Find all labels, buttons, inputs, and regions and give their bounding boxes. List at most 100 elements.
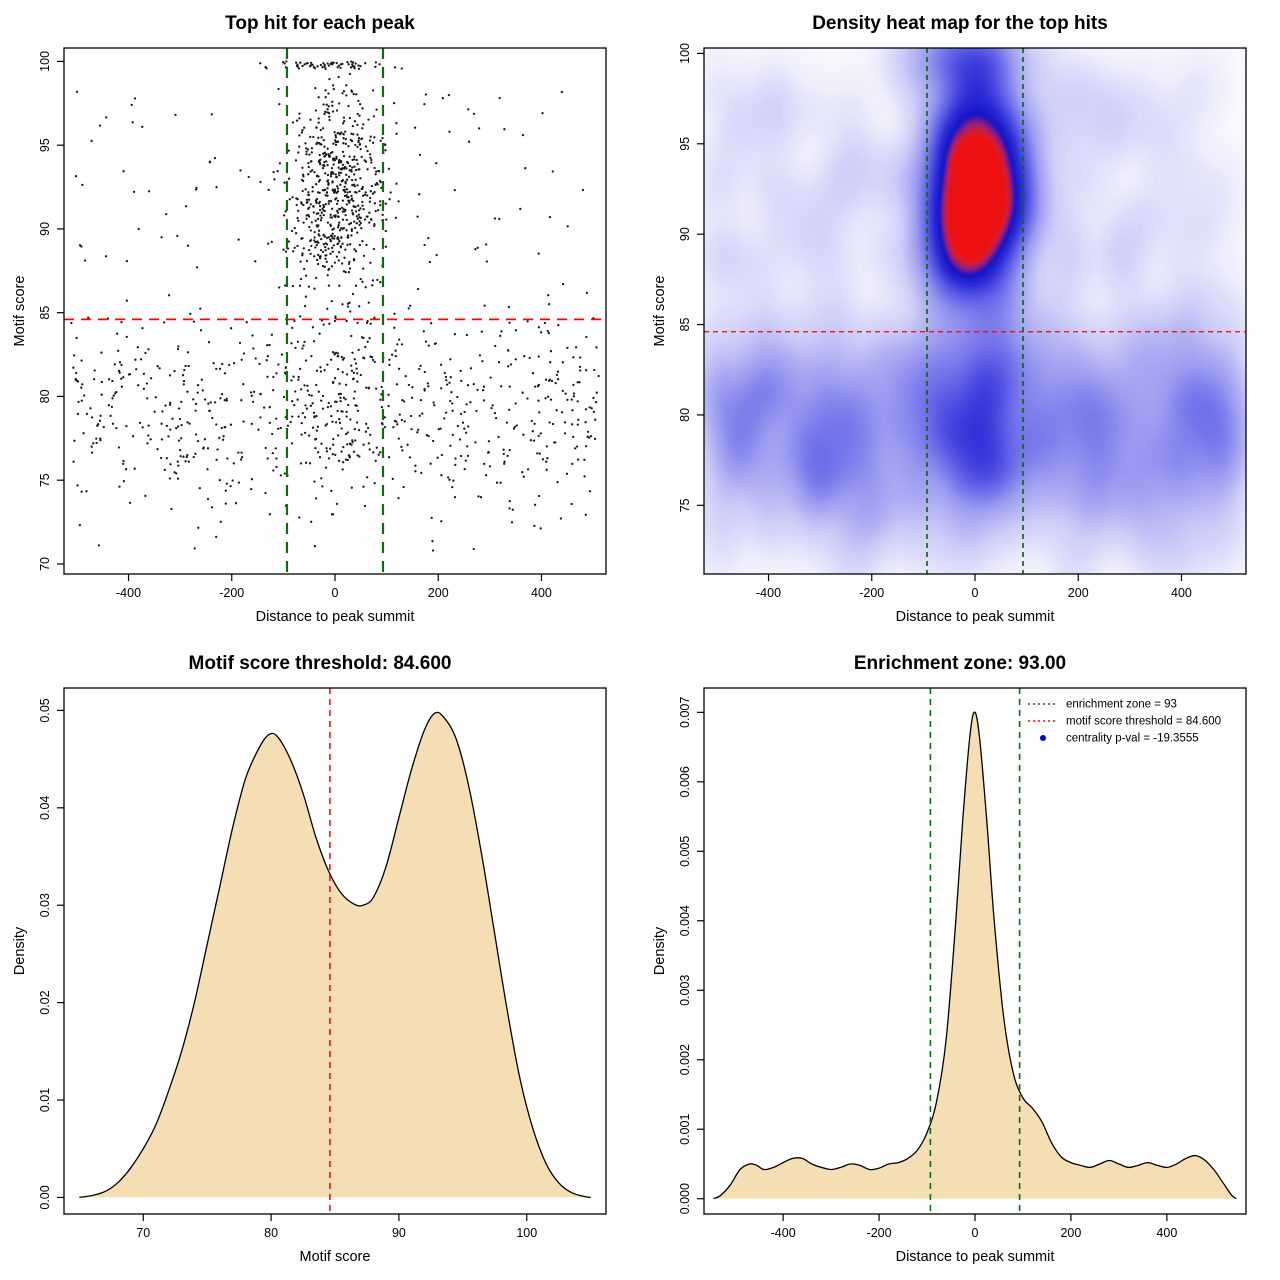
x-axis-tick-label: 90: [392, 1226, 406, 1240]
data-point: [231, 479, 234, 482]
data-point: [239, 169, 242, 172]
data-point: [565, 472, 569, 475]
data-point: [266, 344, 269, 347]
data-point: [315, 276, 318, 280]
data-point: [125, 335, 128, 339]
data-point: [275, 372, 278, 375]
data-point: [392, 425, 395, 429]
data-point: [268, 421, 271, 425]
data-point: [434, 342, 437, 345]
data-point: [533, 422, 536, 425]
data-point: [431, 540, 434, 543]
data-point: [334, 315, 337, 318]
data-point: [323, 188, 326, 192]
data-point: [347, 175, 351, 178]
data-point: [549, 361, 552, 364]
data-point: [337, 166, 340, 169]
data-point: [335, 255, 339, 258]
data-point: [359, 177, 362, 180]
data-point: [344, 398, 347, 401]
data-point: [546, 457, 549, 460]
data-point: [305, 150, 308, 153]
data-point: [142, 387, 146, 390]
data-point: [146, 397, 149, 400]
data-point: [476, 246, 479, 249]
y-axis-tick-label: 85: [38, 306, 52, 320]
data-point: [406, 443, 409, 446]
data-point: [291, 121, 295, 124]
data-point: [305, 259, 309, 263]
data-point: [347, 104, 350, 108]
data-point: [184, 460, 187, 463]
data-point: [323, 265, 326, 268]
data-point: [341, 242, 344, 245]
data-point: [423, 370, 426, 374]
data-point: [283, 472, 286, 475]
plot-box: [703, 47, 1247, 575]
data-point: [87, 316, 90, 319]
data-point: [459, 454, 463, 458]
data-point: [546, 329, 549, 333]
data-point: [354, 362, 358, 365]
data-point: [294, 390, 297, 393]
data-point: [371, 284, 374, 287]
data-point: [346, 458, 349, 462]
data-point: [213, 401, 217, 404]
data-point: [302, 344, 305, 347]
x-axis-label: Distance to peak summit: [896, 609, 1055, 625]
data-point: [168, 374, 172, 377]
data-point: [341, 62, 344, 66]
data-point: [135, 368, 138, 371]
data-point: [363, 504, 367, 508]
data-point: [391, 477, 394, 481]
data-point: [361, 280, 364, 283]
data-point: [316, 65, 319, 68]
data-point: [271, 451, 274, 455]
data-point: [338, 382, 341, 385]
data-point: [220, 426, 223, 430]
data-point: [304, 274, 308, 277]
data-point: [394, 349, 397, 352]
data-point: [303, 384, 306, 387]
data-point: [81, 183, 84, 187]
data-point: [329, 405, 333, 408]
data-point: [306, 384, 309, 387]
data-point: [373, 136, 376, 139]
data-point: [299, 61, 302, 64]
data-point: [423, 389, 426, 392]
data-point: [379, 203, 382, 207]
data-point: [309, 118, 312, 121]
data-point: [259, 62, 262, 65]
data-point: [348, 190, 352, 194]
data-point: [359, 64, 362, 68]
data-point: [424, 340, 428, 343]
data-point: [336, 199, 340, 203]
data-point: [270, 333, 274, 336]
data-point: [450, 391, 453, 394]
data-point: [178, 417, 182, 421]
data-point: [147, 434, 150, 437]
data-point: [342, 90, 346, 93]
x-axis-tick-label: 200: [1060, 1226, 1081, 1240]
data-point: [300, 237, 303, 240]
data-point: [352, 371, 356, 374]
data-point: [490, 406, 493, 410]
data-point: [354, 168, 358, 172]
data-point: [312, 135, 315, 139]
data-point: [330, 216, 334, 219]
data-point: [185, 455, 188, 459]
data-point: [237, 481, 241, 484]
scatter-title: Top hit for each peak: [225, 13, 415, 34]
data-point: [541, 458, 545, 461]
data-point: [588, 490, 592, 493]
data-point: [275, 417, 278, 420]
data-point: [368, 221, 371, 224]
x-axis-tick-label: 80: [264, 1226, 278, 1240]
data-point: [223, 399, 226, 402]
data-point: [344, 383, 348, 386]
data-point: [346, 236, 349, 239]
data-point: [80, 399, 83, 402]
data-point: [361, 127, 364, 130]
data-point: [307, 248, 311, 252]
